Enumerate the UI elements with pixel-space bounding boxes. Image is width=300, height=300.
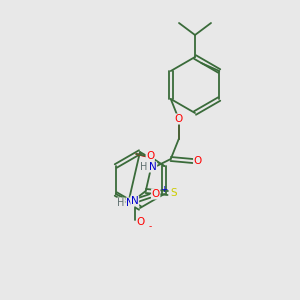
Text: O: O: [194, 156, 202, 166]
Text: N: N: [149, 162, 157, 172]
Text: O: O: [136, 217, 145, 227]
Text: S: S: [170, 188, 177, 198]
Text: H: H: [140, 162, 147, 172]
Text: N: N: [131, 196, 139, 206]
Text: N: N: [126, 198, 134, 208]
Text: H: H: [117, 198, 124, 208]
Text: -: -: [148, 223, 152, 232]
Text: O: O: [146, 151, 154, 161]
Text: O: O: [175, 114, 183, 124]
Text: O: O: [152, 189, 160, 199]
Text: +: +: [160, 184, 167, 194]
